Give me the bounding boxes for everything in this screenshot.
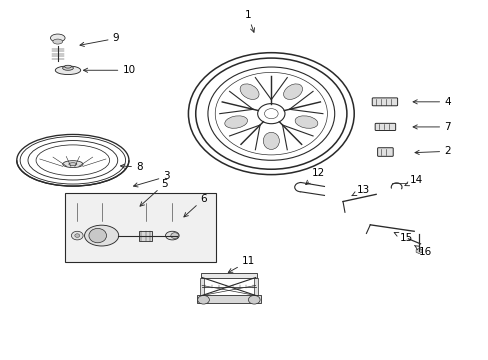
Circle shape [71, 231, 83, 240]
Text: 12: 12 [305, 168, 325, 185]
Bar [199, 278, 203, 296]
Circle shape [170, 233, 178, 238]
Text: 10: 10 [83, 65, 136, 75]
Ellipse shape [263, 132, 279, 149]
Text: 7: 7 [412, 122, 450, 132]
Bar [197, 295, 260, 303]
Ellipse shape [165, 231, 179, 240]
Ellipse shape [53, 39, 62, 44]
Bar [200, 273, 257, 278]
Ellipse shape [295, 116, 317, 128]
Text: 1: 1 [244, 10, 254, 32]
Text: 2: 2 [414, 146, 450, 156]
Text: 14: 14 [404, 175, 423, 186]
Ellipse shape [89, 228, 106, 243]
Ellipse shape [283, 84, 302, 99]
Bar [139, 230, 152, 240]
Text: 4: 4 [412, 97, 450, 107]
Ellipse shape [55, 66, 81, 75]
Circle shape [248, 296, 260, 304]
Ellipse shape [62, 161, 83, 168]
Bar [65, 193, 216, 262]
Ellipse shape [240, 84, 259, 99]
Text: 5: 5 [140, 179, 168, 206]
Bar [254, 278, 258, 296]
Text: 15: 15 [393, 233, 412, 243]
Text: 9: 9 [80, 33, 119, 46]
Text: 16: 16 [414, 246, 431, 257]
Text: 11: 11 [228, 256, 255, 273]
Ellipse shape [50, 34, 65, 42]
Circle shape [197, 296, 209, 304]
Ellipse shape [69, 163, 77, 166]
Ellipse shape [84, 225, 119, 246]
Ellipse shape [64, 65, 71, 68]
Text: 8: 8 [120, 162, 142, 172]
Ellipse shape [224, 116, 247, 128]
FancyBboxPatch shape [377, 148, 392, 156]
Circle shape [75, 234, 80, 237]
FancyBboxPatch shape [371, 98, 397, 106]
Text: 13: 13 [351, 185, 369, 196]
Text: 3: 3 [133, 171, 170, 187]
Ellipse shape [62, 66, 73, 70]
Text: 6: 6 [183, 194, 207, 217]
FancyBboxPatch shape [374, 123, 395, 131]
